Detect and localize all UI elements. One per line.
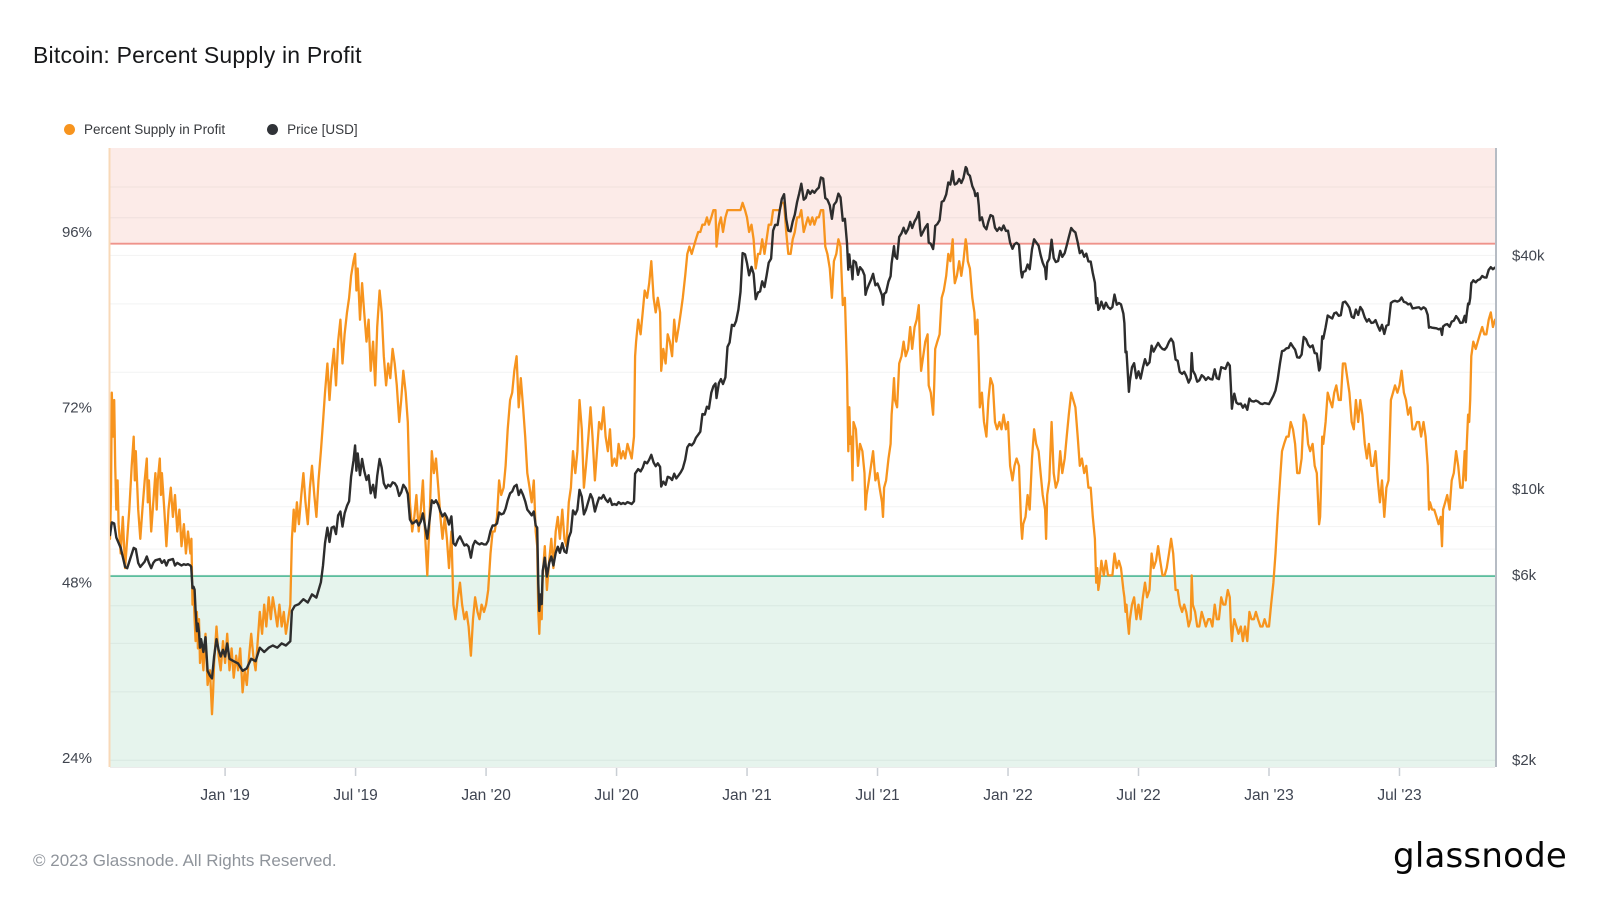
x-tick-label: Jan '19: [200, 787, 250, 804]
x-tick-label: Jan '23: [1244, 787, 1294, 804]
x-tick-label: Jul '20: [594, 787, 639, 804]
x-tick-label: Jul '23: [1377, 787, 1421, 804]
x-tick-label: Jul '19: [333, 787, 377, 804]
axes: 96% 72% 48% 24% $40k $10k $6k $2k Jan '19 Jul '19…: [62, 148, 1545, 804]
legend-label: Price [USD]: [287, 122, 358, 137]
x-tick-label: Jul '21: [855, 787, 899, 804]
legend-label: Percent Supply in Profit: [84, 122, 226, 137]
percent-supply-legend-dot-icon: [64, 124, 75, 135]
glassnode-logo: glassnode: [1393, 836, 1567, 876]
percent-tick-label: 48%: [62, 575, 92, 592]
price-tick-label: $6k: [1512, 567, 1537, 584]
percent-supply-in-profit-line: [110, 201, 1495, 716]
percent-tick-label: 96%: [62, 224, 92, 241]
price-tick-label: $40k: [1512, 247, 1545, 264]
percent-tick-label: 24%: [62, 750, 92, 767]
x-tick-label: Jan '20: [461, 787, 511, 804]
x-tick-label: Jan '22: [983, 787, 1033, 804]
page-title: Bitcoin: Percent Supply in Profit: [33, 42, 362, 68]
oversold-band: [110, 576, 1495, 767]
threshold-bands: [110, 148, 1495, 767]
legend-item-percent-supply-in-profit[interactable]: Percent Supply in Profit: [64, 122, 225, 137]
legend-item-price-usd[interactable]: Price [USD]: [267, 122, 358, 137]
legend: Percent Supply in Profit Price [USD]: [64, 122, 358, 137]
x-tick-label: Jan '21: [722, 787, 772, 804]
percent-tick-label: 72%: [62, 399, 92, 416]
price-tick-label: $2k: [1512, 752, 1537, 769]
price-legend-dot-icon: [267, 124, 279, 135]
price-tick-label: $10k: [1512, 481, 1545, 498]
series-lines: [110, 165, 1495, 716]
price-usd-line: [110, 165, 1495, 680]
copyright-text: © 2023 Glassnode. All Rights Reserved.: [33, 851, 337, 870]
x-tick-label: Jul '22: [1116, 787, 1160, 804]
